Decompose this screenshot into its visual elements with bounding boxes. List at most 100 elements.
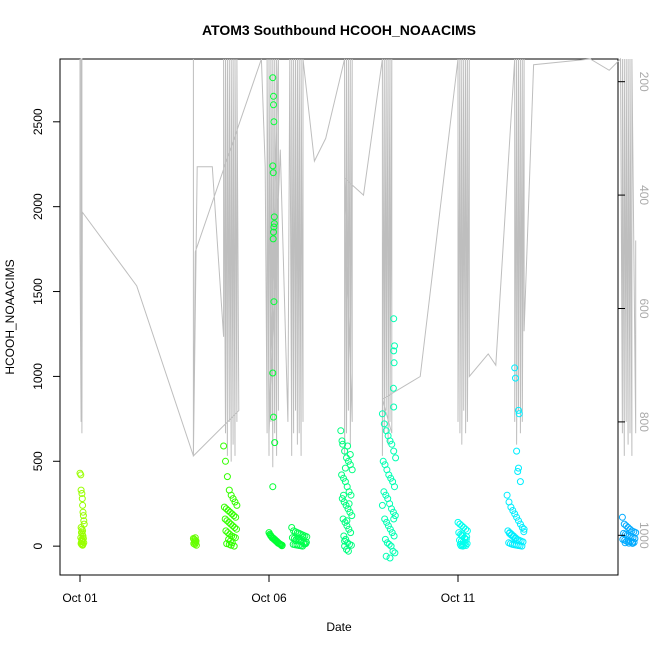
data-point <box>79 512 87 520</box>
data-point <box>390 347 398 355</box>
data-point <box>269 162 277 170</box>
secondary-y-axis: 200 400 600 800 1000 <box>617 72 650 549</box>
data-point <box>231 498 239 506</box>
y-tick-label: 2500 <box>31 108 45 135</box>
data-point <box>301 540 308 548</box>
data-point <box>302 538 310 546</box>
data-point <box>270 118 278 126</box>
data-point <box>511 510 519 518</box>
data-point <box>520 528 528 536</box>
data-point <box>269 483 277 491</box>
data-point <box>231 534 239 542</box>
data-point <box>389 508 397 516</box>
data-point <box>223 473 231 481</box>
data-point <box>520 525 528 533</box>
data-point <box>463 527 471 535</box>
data-point <box>340 498 348 506</box>
data-point <box>518 524 526 531</box>
data-point <box>516 520 524 528</box>
data-point <box>342 535 350 543</box>
data-point <box>625 539 633 547</box>
data-point <box>388 440 396 448</box>
data-point <box>269 369 277 377</box>
data-point <box>386 554 394 562</box>
data-point <box>80 517 88 525</box>
data-point <box>341 464 349 472</box>
y-tick-label: 1000 <box>31 363 45 390</box>
data-point <box>386 437 394 445</box>
data-point <box>382 552 390 560</box>
data-point <box>299 533 307 541</box>
data-point <box>191 540 199 548</box>
data-point <box>79 541 87 549</box>
data-point <box>345 488 353 496</box>
data-point <box>77 486 85 494</box>
data-point <box>343 517 351 525</box>
data-point <box>338 495 346 503</box>
x-tick-label: Oct 01 <box>62 591 98 605</box>
data-point <box>270 228 277 236</box>
secondary-y-tick-label: 200 <box>637 72 650 92</box>
data-point <box>345 525 353 533</box>
data-point <box>509 507 517 514</box>
data-point <box>389 384 397 392</box>
data-point <box>630 538 638 546</box>
data-point <box>229 495 237 503</box>
y-axis-label: HCOOH_NOAACIMS <box>3 259 17 374</box>
data-point <box>340 491 347 499</box>
data-point <box>341 537 349 545</box>
y-axis: 0 500 1000 1500 2000 2500 <box>31 108 61 549</box>
data-point <box>344 442 352 450</box>
data-point <box>391 483 398 491</box>
data-point <box>518 542 526 550</box>
data-point <box>380 488 388 496</box>
data-point <box>270 220 278 228</box>
data-point <box>463 533 471 541</box>
data-point <box>79 527 87 535</box>
data-point <box>270 92 277 100</box>
data-point <box>78 495 86 503</box>
data-point <box>269 169 277 177</box>
data-point <box>344 547 352 555</box>
data-point <box>388 505 395 513</box>
data-point <box>221 515 229 523</box>
data-point <box>233 525 240 533</box>
data-point <box>459 542 467 550</box>
data-point <box>390 359 398 367</box>
y-tick-label: 0 <box>31 542 45 549</box>
data-point <box>341 518 349 526</box>
data-point <box>192 541 200 549</box>
data-point <box>270 223 278 231</box>
pressure-trace-layer <box>79 57 637 468</box>
secondary-y-tick-label: 400 <box>637 185 650 205</box>
pressure-trace-line <box>79 57 637 468</box>
data-point <box>391 549 399 557</box>
secondary-y-tick-label: 800 <box>637 412 650 432</box>
data-point <box>341 542 349 550</box>
data-point <box>288 524 296 531</box>
data-point <box>347 491 355 499</box>
data-point <box>270 101 277 109</box>
data-point <box>515 406 522 414</box>
y-tick-label: 2000 <box>31 193 45 220</box>
data-point <box>618 513 626 521</box>
data-point <box>391 512 399 520</box>
data-point <box>348 466 356 474</box>
data-point <box>78 490 86 497</box>
data-point <box>344 505 352 513</box>
data-point <box>511 535 519 542</box>
data-point <box>233 501 241 509</box>
data-point <box>79 501 87 509</box>
data-point <box>191 534 199 542</box>
data-point <box>346 451 354 458</box>
data-point <box>340 532 348 540</box>
data-point <box>390 315 398 323</box>
data-point <box>230 542 238 550</box>
data-point <box>392 454 400 462</box>
data-point <box>513 513 521 521</box>
data-point <box>386 525 394 533</box>
data-point <box>269 235 277 243</box>
data-point <box>339 515 347 523</box>
data-point <box>295 535 303 543</box>
